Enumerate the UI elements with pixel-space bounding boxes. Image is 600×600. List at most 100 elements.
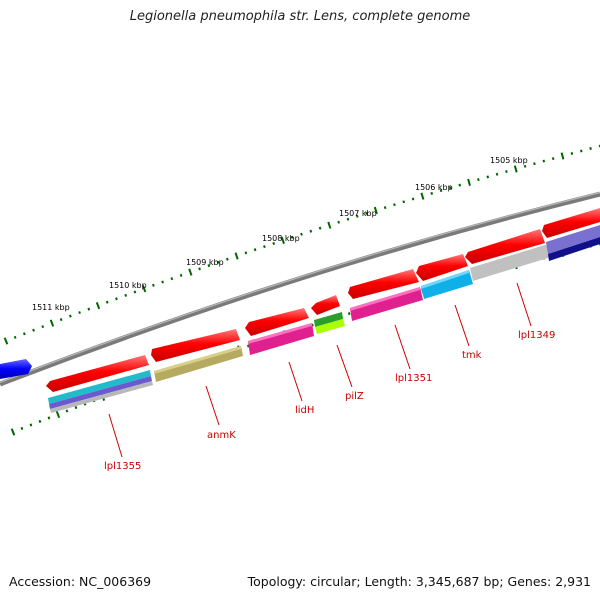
- tick-mark: [87, 307, 91, 311]
- tick-mark: [570, 152, 574, 155]
- gene-arrow-lpl1351[interactable]: [348, 269, 419, 299]
- gene-arrow-tmk[interactable]: [416, 254, 468, 281]
- tick-mark: [318, 226, 322, 230]
- tick-mark: [411, 197, 415, 201]
- tick-mark: [542, 159, 546, 163]
- tick-mark: [161, 280, 164, 284]
- tick-mark: [439, 189, 443, 193]
- tick-mark: [65, 409, 69, 413]
- kbp-label-1507: 1507 kbp: [339, 209, 377, 218]
- tick-mark: [280, 236, 285, 245]
- feature-track: [48, 225, 600, 413]
- tick-mark: [337, 220, 340, 224]
- tick-mark: [523, 164, 527, 168]
- tick-mark: [309, 229, 313, 233]
- genome-backbone: [0, 191, 600, 387]
- kbp-label-1511: 1511 kbp: [32, 303, 70, 312]
- tick-mark: [355, 214, 359, 218]
- gene-label-lpl1349[interactable]: lpl1349: [518, 330, 555, 341]
- tick-mark: [152, 283, 155, 287]
- tick-mark: [10, 428, 16, 436]
- tick-mark: [477, 178, 480, 182]
- tick-mark: [234, 252, 239, 260]
- tick-mark: [347, 312, 351, 316]
- tick-mark: [179, 273, 183, 277]
- tick-mark: [244, 251, 248, 255]
- tick-mark: [373, 206, 378, 215]
- tick-mark: [430, 191, 434, 195]
- gene-label-pilZ[interactable]: pilZ: [345, 391, 364, 402]
- tick-mark: [383, 206, 387, 210]
- kbp-label-1510: 1510 kbp: [109, 281, 147, 290]
- tick-mark: [449, 186, 452, 190]
- gene-arrow-lpl1355[interactable]: [46, 355, 149, 392]
- tick-mark: [41, 325, 45, 329]
- tick-mark: [78, 311, 81, 315]
- tick-mark: [20, 426, 24, 430]
- gene-arrow-pilZ[interactable]: [311, 295, 340, 315]
- tick-mark: [246, 344, 250, 348]
- tick-mark: [458, 183, 462, 187]
- tick-mark: [551, 157, 555, 161]
- tick-mark: [365, 211, 368, 215]
- tick-mark: [290, 235, 294, 239]
- label-leaders: [108, 282, 532, 458]
- tick-mark: [393, 203, 396, 207]
- gene-arrow-lpl1349[interactable]: [465, 229, 545, 264]
- tick-mark: [402, 200, 406, 204]
- tick-mark: [579, 149, 583, 153]
- tick-mark: [253, 248, 257, 252]
- tick-mark: [32, 328, 35, 332]
- tick-mark: [505, 170, 508, 174]
- tick-mark: [124, 293, 128, 297]
- tick-mark: [420, 192, 425, 200]
- gene-label-lpl1351[interactable]: lpl1351: [395, 373, 432, 384]
- tick-mark: [170, 277, 174, 281]
- tick-mark: [216, 260, 220, 264]
- tick-mark: [22, 332, 26, 336]
- tick-mark: [141, 285, 147, 293]
- gene-label-anmK[interactable]: anmK: [207, 430, 236, 441]
- gene-label-tmk[interactable]: tmk: [462, 350, 482, 361]
- tick-mark: [263, 245, 266, 249]
- tick-mark: [13, 335, 17, 339]
- kbp-label-1506: 1506 kbp: [415, 183, 453, 192]
- tick-mark: [346, 217, 350, 221]
- accession-text: Accession: NC_006369: [9, 574, 152, 589]
- tick-mark: [272, 241, 276, 246]
- tick-mark: [560, 152, 565, 160]
- tick-mark: [47, 416, 51, 420]
- tick-mark: [49, 319, 55, 327]
- tick-mark: [55, 410, 61, 419]
- gene-arrow-partial[interactable]: [542, 208, 600, 238]
- gene-label-lidH[interactable]: lidH: [295, 405, 314, 416]
- kbp-label-1505: 1505 kbp: [490, 156, 528, 165]
- tick-mark: [225, 257, 229, 261]
- tick-mark: [198, 267, 201, 271]
- tick-mark: [207, 264, 211, 268]
- tick-mark: [95, 302, 101, 310]
- tick-mark: [533, 162, 536, 166]
- topology-text: Topology: circular; Length: 3,345,687 bp…: [247, 574, 591, 589]
- gene-arrow-lidH[interactable]: [245, 308, 309, 336]
- tick-mark: [513, 165, 518, 173]
- tick-mark: [29, 423, 33, 427]
- tick-mark: [68, 314, 72, 318]
- tick-mark: [589, 147, 592, 150]
- tick-mark: [3, 337, 9, 345]
- tick-mark: [74, 406, 78, 410]
- tick-mark: [467, 178, 471, 186]
- tick-mark: [115, 297, 118, 301]
- tick-mark: [300, 232, 303, 236]
- tick-mark: [59, 318, 63, 322]
- tick-mark: [495, 172, 499, 176]
- map-title: Legionella pneumophila str. Lens, comple…: [129, 9, 471, 24]
- tick-mark: [327, 221, 332, 229]
- gene-label-lpl1355[interactable]: lpl1355: [104, 461, 141, 472]
- tick-mark: [486, 175, 490, 179]
- gene-arrow-blue[interactable]: [0, 359, 32, 379]
- gene-arrow-anmK[interactable]: [151, 329, 240, 362]
- tick-mark: [133, 290, 137, 294]
- tick-mark: [38, 419, 42, 423]
